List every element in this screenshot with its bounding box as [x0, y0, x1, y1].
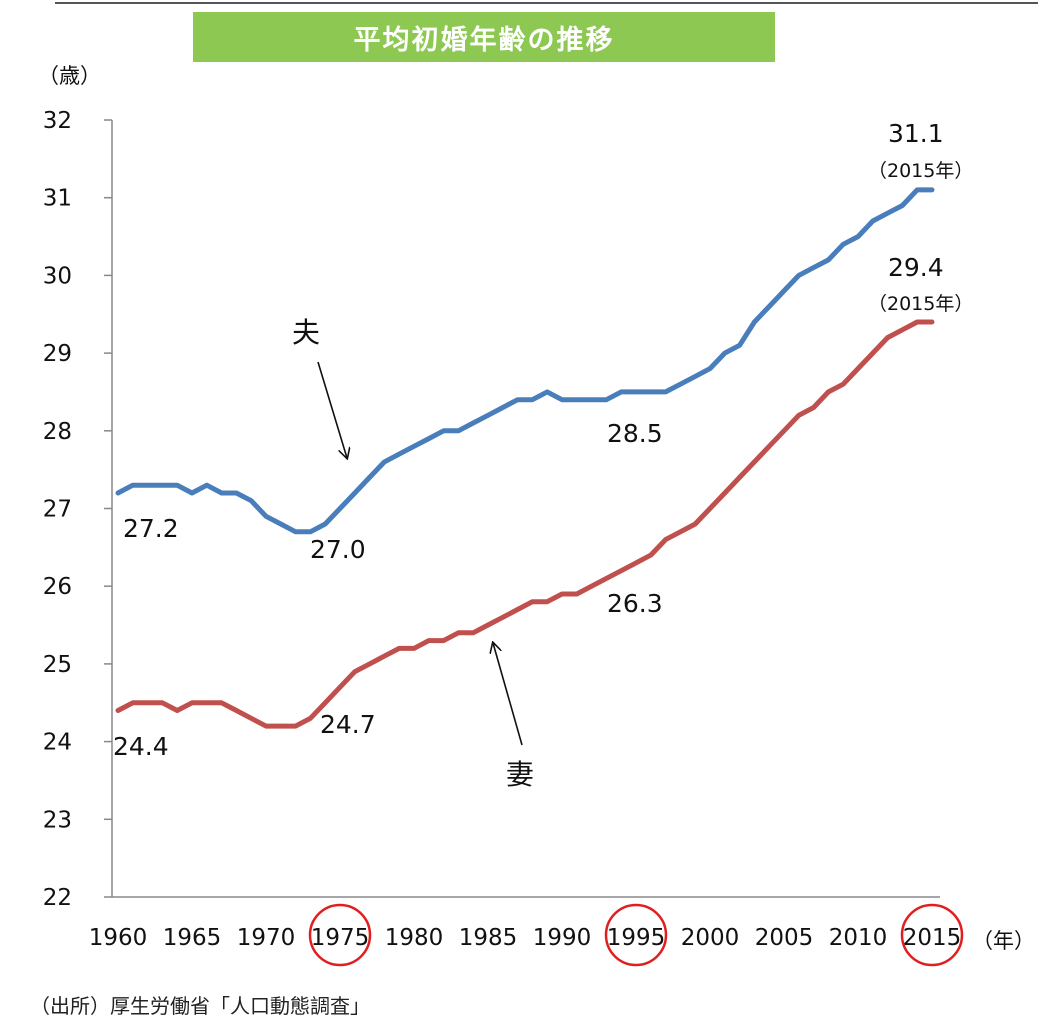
y-tick-label: 30	[43, 263, 72, 289]
data-label-wife-1960: 24.4	[113, 732, 169, 761]
y-tick-label: 25	[43, 652, 72, 678]
y-tick-label: 32	[43, 108, 72, 134]
data-label-husband-2015: 31.1	[888, 119, 944, 148]
y-axis-unit: （歳）	[38, 64, 101, 88]
data-label-husband-1960: 27.2	[123, 514, 179, 543]
top-rule	[55, 2, 1038, 4]
data-label-wife-2015-year: （2015年）	[868, 293, 973, 315]
x-tick-label: 1960	[89, 925, 148, 951]
arrow-wife	[493, 643, 523, 746]
x-tick-label: 1995	[607, 925, 666, 951]
x-axis-unit: （年）	[972, 929, 1035, 953]
x-tick-label: 1980	[385, 925, 444, 951]
data-label-wife-1975: 24.7	[320, 710, 376, 739]
highlight-group	[308, 903, 964, 967]
y-tick-label: 23	[43, 807, 72, 833]
data-label-husband-1975: 27.0	[310, 535, 366, 564]
y-tick-group: 22 23 24 25 26 27 28 29 30 31 32	[43, 108, 112, 911]
y-tick-label: 28	[43, 419, 72, 445]
y-tick-label: 22	[43, 885, 72, 911]
data-label-husband-1995: 28.5	[607, 419, 663, 448]
y-tick-label: 27	[43, 497, 72, 523]
y-tick-label: 29	[43, 341, 72, 367]
x-tick-label: 2015	[903, 925, 962, 951]
data-label-husband-2015-year: （2015年）	[868, 160, 973, 182]
x-tick-group: 1960 1965 1970 1975 1980 1985 1990 1995 2000 2005…	[89, 925, 962, 951]
y-tick-label: 31	[43, 186, 72, 212]
chart-title: 平均初婚年齢の推移	[193, 12, 775, 62]
y-tick-label: 26	[43, 574, 72, 600]
series-line-husband	[115, 187, 935, 535]
x-tick-label: 1970	[237, 925, 296, 951]
data-label-wife-1995: 26.3	[607, 589, 663, 618]
y-tick-label: 24	[43, 730, 72, 756]
series-line-wife	[115, 319, 935, 729]
x-tick-label: 1990	[533, 925, 592, 951]
x-tick-label: 1985	[459, 925, 518, 951]
highlight-circle-1975	[308, 903, 372, 967]
x-tick-label: 2010	[829, 925, 888, 951]
x-tick-label: 2005	[755, 925, 814, 951]
x-tick-label: 1975	[311, 925, 370, 951]
arrow-husband	[317, 361, 347, 458]
source-note: （出所）厚生労働省「人口動態調査」	[30, 994, 370, 1018]
series-label-wife: 妻	[506, 758, 534, 791]
x-tick-label: 2000	[681, 925, 740, 951]
data-label-wife-2015: 29.4	[888, 253, 944, 282]
highlight-circle-2015	[900, 903, 964, 967]
series-label-husband: 夫	[292, 316, 320, 349]
x-tick-label: 1965	[163, 925, 222, 951]
highlight-circle-1995	[604, 903, 668, 967]
